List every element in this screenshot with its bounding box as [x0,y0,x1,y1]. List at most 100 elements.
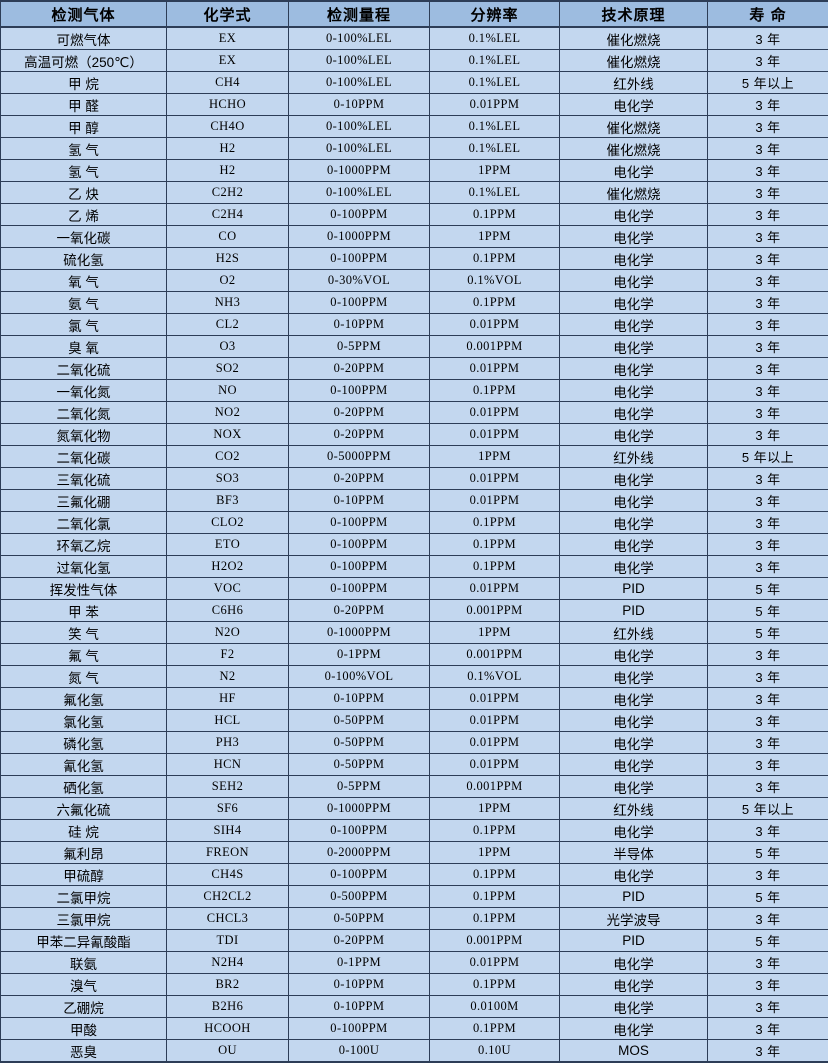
cell-formula: ETO [167,534,289,556]
cell-tech: 电化学 [560,380,708,402]
cell-gas: 高温可燃（250℃） [1,50,167,72]
cell-tech: MOS [560,1040,708,1063]
cell-formula: CH2CL2 [167,886,289,908]
cell-gas: 二氧化氮 [1,402,167,424]
cell-res: 1PPM [430,798,560,820]
cell-formula: SF6 [167,798,289,820]
cell-gas: 乙硼烷 [1,996,167,1018]
cell-formula: H2O2 [167,556,289,578]
cell-formula: BR2 [167,974,289,996]
cell-gas: 二氧化硫 [1,358,167,380]
cell-range: 0-10PPM [289,974,430,996]
cell-formula: CHCL3 [167,908,289,930]
cell-life: 3 年 [708,116,828,138]
cell-life: 3 年 [708,27,828,50]
cell-range: 0-1000PPM [289,622,430,644]
cell-res: 1PPM [430,226,560,248]
cell-tech: 电化学 [560,94,708,116]
cell-res: 0.1PPM [430,292,560,314]
cell-res: 0.1PPM [430,908,560,930]
cell-life: 3 年 [708,160,828,182]
cell-res: 0.01PPM [430,402,560,424]
cell-life: 3 年 [708,424,828,446]
cell-formula: B2H6 [167,996,289,1018]
cell-life: 5 年 [708,886,828,908]
cell-life: 3 年 [708,644,828,666]
cell-life: 3 年 [708,556,828,578]
cell-formula: SO2 [167,358,289,380]
cell-life: 3 年 [708,138,828,160]
cell-life: 5 年 [708,600,828,622]
cell-formula: PH3 [167,732,289,754]
cell-res: 0.10U [430,1040,560,1063]
cell-life: 3 年 [708,688,828,710]
cell-gas: 二氯甲烷 [1,886,167,908]
cell-range: 0-5PPM [289,336,430,358]
cell-formula: C2H4 [167,204,289,226]
cell-tech: 电化学 [560,534,708,556]
cell-life: 3 年 [708,534,828,556]
cell-tech: 电化学 [560,710,708,732]
cell-life: 5 年 [708,842,828,864]
cell-tech: 电化学 [560,688,708,710]
cell-life: 3 年 [708,50,828,72]
cell-life: 5 年 [708,622,828,644]
cell-gas: 氯 气 [1,314,167,336]
cell-range: 0-100PPM [289,1018,430,1040]
cell-life: 3 年 [708,226,828,248]
cell-gas: 氟化氢 [1,688,167,710]
cell-gas: 一氧化氮 [1,380,167,402]
cell-life: 5 年以上 [708,446,828,468]
cell-tech: 半导体 [560,842,708,864]
cell-formula: EX [167,27,289,50]
cell-tech: 电化学 [560,248,708,270]
cell-res: 1PPM [430,622,560,644]
cell-life: 3 年 [708,710,828,732]
cell-res: 1PPM [430,160,560,182]
cell-tech: 电化学 [560,358,708,380]
cell-res: 0.001PPM [430,600,560,622]
cell-res: 0.1%LEL [430,50,560,72]
cell-tech: 催化燃烧 [560,138,708,160]
cell-tech: 催化燃烧 [560,116,708,138]
cell-life: 3 年 [708,974,828,996]
cell-formula: C6H6 [167,600,289,622]
cell-range: 0-20PPM [289,402,430,424]
cell-formula: SIH4 [167,820,289,842]
cell-formula: CH4 [167,72,289,94]
cell-life: 3 年 [708,732,828,754]
cell-res: 1PPM [430,446,560,468]
cell-range: 0-1PPM [289,952,430,974]
cell-range: 0-10PPM [289,688,430,710]
cell-life: 5 年以上 [708,72,828,94]
cell-res: 0.1PPM [430,974,560,996]
cell-res: 0.1%VOL [430,666,560,688]
cell-formula: BF3 [167,490,289,512]
column-header-formula: 化学式 [167,1,289,27]
cell-formula: NH3 [167,292,289,314]
table-header: 检测气体 化学式 检测量程 分辨率 技术原理 寿 命 [1,1,828,27]
header-row: 检测气体 化学式 检测量程 分辨率 技术原理 寿 命 [1,1,828,27]
cell-gas: 三氟化硼 [1,490,167,512]
cell-formula: N2H4 [167,952,289,974]
cell-gas: 挥发性气体 [1,578,167,600]
cell-formula: VOC [167,578,289,600]
cell-life: 3 年 [708,908,828,930]
cell-range: 0-100%LEL [289,27,430,50]
cell-gas: 三氧化硫 [1,468,167,490]
cell-tech: 电化学 [560,952,708,974]
cell-tech: 电化学 [560,292,708,314]
cell-gas: 氯化氢 [1,710,167,732]
cell-gas: 硅 烷 [1,820,167,842]
